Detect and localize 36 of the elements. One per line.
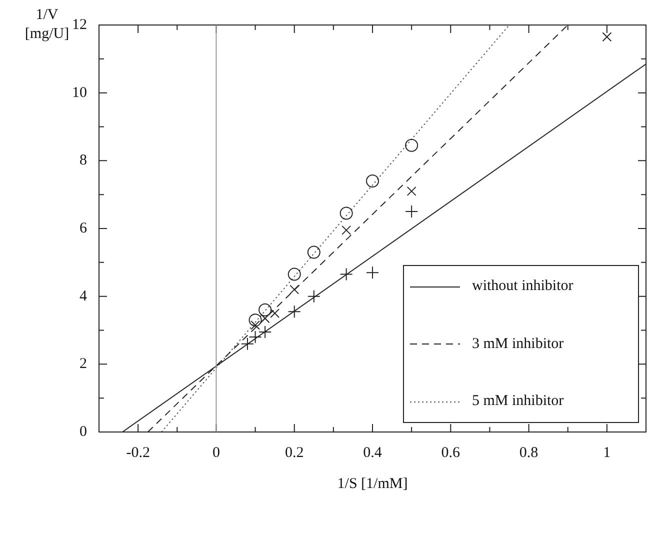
x-tick-label: 0: [212, 444, 220, 461]
point: [248, 314, 262, 327]
legend-label: without inhibitor: [472, 278, 574, 295]
point: [342, 225, 352, 235]
point: [340, 268, 353, 281]
legend-label: 5 mM inhibitor: [472, 393, 564, 410]
point: [340, 206, 353, 220]
point: [270, 308, 280, 318]
point: [240, 337, 254, 350]
point: [290, 284, 300, 294]
x-tick-label: 1: [603, 444, 611, 461]
point: [258, 303, 272, 316]
y-axis-title: 1/V [mg/U]: [24, 6, 70, 44]
y-tick-label: 10: [72, 84, 87, 101]
y-tick-label: 8: [80, 152, 87, 169]
legend-label: 3 mM inhibitor: [472, 336, 564, 352]
y-tick-label: 2: [80, 356, 87, 372]
point: [602, 32, 612, 42]
y-tick-label: 4: [80, 288, 88, 304]
point: [366, 174, 379, 188]
point: [288, 268, 301, 281]
x-tick-label: -0.2: [126, 444, 150, 461]
point: [406, 186, 416, 196]
y-tick-label: 6: [80, 220, 88, 236]
x-axis-title: 1/S [1/mM]: [337, 476, 408, 493]
point: [405, 138, 418, 152]
point: [288, 305, 301, 318]
x-tick-label: 0.8: [519, 444, 538, 461]
x-tick-label: 0.4: [363, 444, 382, 461]
point: [307, 246, 320, 259]
y-tick-label: 12: [72, 16, 87, 33]
point: [307, 290, 320, 303]
x-tick-label: 0.6: [441, 444, 461, 461]
point: [260, 314, 270, 324]
x-tick-label: 0.2: [284, 444, 304, 461]
y-tick-label: 0: [80, 424, 87, 440]
